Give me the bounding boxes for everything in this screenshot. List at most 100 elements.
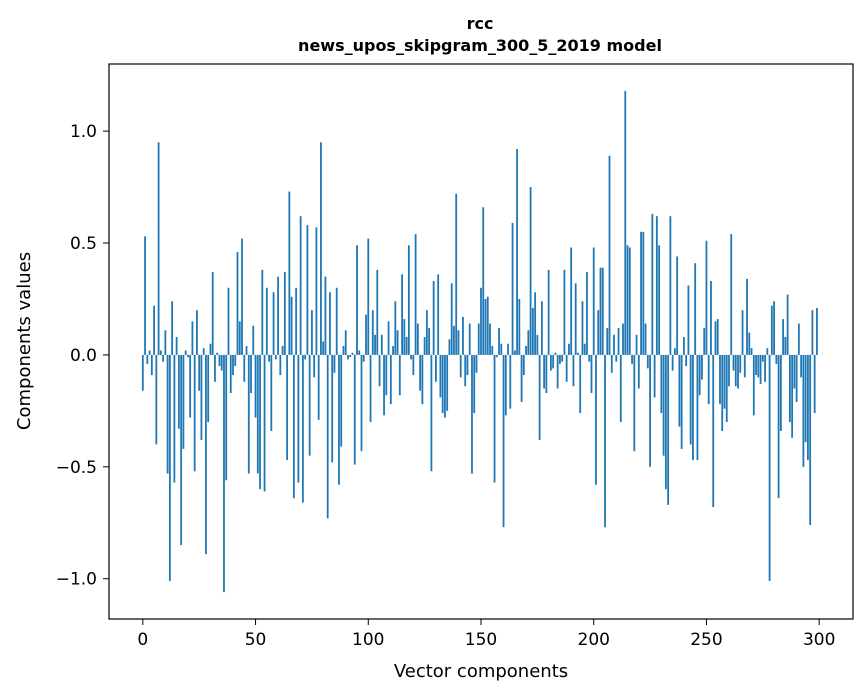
bar xyxy=(755,354,757,376)
bar xyxy=(811,310,814,355)
bar xyxy=(394,301,397,355)
bar xyxy=(574,283,577,355)
x-tick-label: 250 xyxy=(690,630,722,650)
bar xyxy=(660,354,663,414)
bar xyxy=(750,348,753,355)
bar xyxy=(243,354,246,382)
bar xyxy=(423,337,426,355)
bar xyxy=(698,354,701,396)
bar xyxy=(662,354,665,456)
bar xyxy=(764,354,766,382)
y-tick-label: 0.5 xyxy=(70,234,97,254)
bar xyxy=(401,274,403,355)
bar xyxy=(421,354,424,405)
bar xyxy=(272,292,275,355)
bar xyxy=(525,345,527,355)
bar xyxy=(317,354,320,420)
bar xyxy=(347,354,349,360)
x-axis-label: Vector components xyxy=(394,661,568,682)
bar xyxy=(378,354,381,387)
bar xyxy=(335,287,338,355)
bar xyxy=(651,213,654,355)
bar xyxy=(238,321,241,355)
bar xyxy=(374,334,376,355)
bar xyxy=(405,337,408,355)
bar xyxy=(807,354,809,461)
bar xyxy=(788,354,791,423)
bar xyxy=(439,354,442,398)
bar xyxy=(619,354,622,423)
bar xyxy=(376,269,379,355)
bar xyxy=(495,354,498,358)
bar xyxy=(547,269,550,355)
bar xyxy=(626,245,629,355)
bar xyxy=(168,354,171,581)
bar xyxy=(166,354,169,474)
bar xyxy=(511,222,514,355)
bar xyxy=(214,354,216,382)
bar xyxy=(290,296,293,355)
bar xyxy=(419,354,422,391)
bar xyxy=(804,354,807,443)
x-tick-label: 100 xyxy=(352,630,384,650)
bar xyxy=(568,343,570,355)
bar xyxy=(175,337,178,355)
bar xyxy=(274,354,277,360)
bar xyxy=(545,354,548,393)
bar xyxy=(802,354,805,467)
bar xyxy=(369,354,372,423)
bar xyxy=(428,328,431,355)
bar xyxy=(207,354,210,423)
bar xyxy=(306,225,309,355)
bar xyxy=(518,298,521,355)
bar xyxy=(701,354,703,380)
bar xyxy=(173,354,176,483)
bar xyxy=(358,350,361,355)
bar xyxy=(383,354,385,416)
bar xyxy=(435,354,437,382)
bar xyxy=(223,354,225,593)
y-tick-label: −1.0 xyxy=(56,570,97,590)
bar xyxy=(308,354,311,456)
bar xyxy=(403,319,406,355)
bar xyxy=(615,354,618,362)
bar xyxy=(748,332,751,355)
bar xyxy=(622,323,624,355)
bar xyxy=(457,330,460,355)
bar xyxy=(283,272,286,355)
bar xyxy=(608,155,611,355)
bar xyxy=(779,354,782,432)
y-axis-ticks: −1.0 −0.5 0.0 0.5 1.0 xyxy=(56,122,109,590)
bar xyxy=(737,354,739,389)
bar xyxy=(664,354,667,490)
bar xyxy=(649,354,651,467)
bar xyxy=(187,354,189,358)
bar xyxy=(265,287,268,355)
bar xyxy=(459,354,462,378)
bar xyxy=(606,328,609,355)
bar xyxy=(432,281,435,355)
bar xyxy=(360,354,363,452)
bar xyxy=(462,316,464,355)
bar xyxy=(150,354,153,376)
bar xyxy=(673,348,676,355)
x-tick-label: 300 xyxy=(803,630,835,650)
bar xyxy=(326,354,329,519)
bar xyxy=(581,301,584,355)
bar xyxy=(453,325,455,355)
bar xyxy=(710,281,712,355)
bar xyxy=(234,354,237,367)
bar xyxy=(746,278,748,355)
bar xyxy=(743,354,746,378)
bar xyxy=(565,354,568,382)
bar xyxy=(389,354,392,405)
bar xyxy=(631,354,633,364)
bar xyxy=(299,216,302,355)
bar xyxy=(658,245,661,355)
bar xyxy=(538,354,541,440)
x-axis-ticks: 0 50 100 150 200 250 300 xyxy=(137,619,835,650)
bar xyxy=(416,323,419,355)
bar xyxy=(520,354,523,402)
bar xyxy=(624,90,627,355)
